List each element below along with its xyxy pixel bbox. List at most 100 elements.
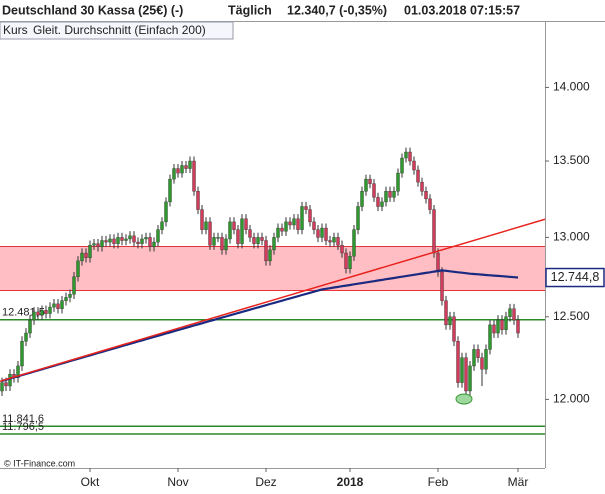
price-tag — [545, 267, 605, 288]
candle-body — [200, 209, 204, 230]
candle-body — [312, 221, 316, 230]
candle-body — [496, 319, 500, 334]
level-label: 11.796,5 — [2, 421, 44, 433]
candle-body — [160, 221, 164, 230]
candle-body — [60, 300, 64, 309]
candle-body — [484, 349, 488, 370]
candle-body — [116, 237, 120, 244]
x-tick-label: Nov — [167, 475, 188, 489]
candle-body — [416, 169, 420, 183]
legend-box — [0, 21, 234, 40]
candle-body — [316, 229, 320, 238]
candle-body — [24, 332, 28, 342]
candle-body — [228, 221, 232, 240]
candle-body — [96, 243, 100, 247]
candle-body — [504, 316, 508, 330]
x-tick-label: Okt — [81, 475, 100, 489]
candle-body — [388, 191, 392, 198]
candle-body — [356, 206, 360, 230]
candle-body — [4, 382, 8, 387]
low-marker — [455, 393, 473, 405]
candle-body — [368, 178, 372, 184]
candle-body — [304, 206, 308, 210]
candle-body — [80, 252, 84, 262]
candle-body — [268, 249, 272, 262]
candle-body — [332, 237, 336, 243]
candle-body — [516, 319, 520, 334]
candle-body — [172, 168, 176, 180]
candle-body — [468, 365, 472, 392]
candle-body — [132, 235, 136, 243]
candle-body — [472, 349, 476, 367]
candle-body — [464, 357, 468, 392]
candle-body — [396, 172, 400, 192]
candle-body — [240, 218, 244, 244]
candle-body — [380, 201, 384, 207]
candle-body — [32, 311, 36, 321]
candle-body — [384, 191, 388, 203]
candle-body — [328, 240, 332, 243]
candle-body — [436, 252, 440, 273]
candle-body — [48, 306, 52, 314]
header-time: 01.03.2018 07:15:57 — [404, 3, 520, 17]
candle-body — [16, 365, 20, 378]
candle-body — [440, 271, 444, 301]
trendline — [0, 218, 546, 382]
candle-body — [28, 319, 32, 334]
x-tick-label: 2018 — [337, 475, 364, 489]
candle-body — [308, 209, 312, 223]
candle-body — [456, 341, 460, 383]
candle-body — [64, 297, 68, 301]
candle-body — [152, 241, 156, 247]
candle-body — [108, 238, 112, 243]
y-tick-label: 14.000 — [553, 80, 590, 94]
candle-body — [84, 252, 88, 258]
candle-body — [124, 238, 128, 241]
candle-body — [360, 191, 364, 207]
candle-body — [244, 218, 248, 230]
candle-body — [0, 382, 4, 392]
candle-body — [292, 218, 296, 226]
candle-body — [8, 374, 12, 387]
candle-body — [336, 237, 340, 246]
candle-body — [320, 227, 324, 238]
candle-body — [248, 229, 252, 238]
candle-body — [180, 165, 184, 174]
candle-body — [148, 237, 152, 247]
candle-body — [232, 221, 236, 230]
candle-body — [492, 324, 496, 334]
candle-body — [500, 319, 504, 330]
candle-body — [252, 237, 256, 244]
candle-body — [460, 357, 464, 383]
candle-body — [52, 303, 56, 308]
candle-body — [276, 227, 280, 238]
candle-body — [272, 237, 276, 251]
candle-body — [224, 238, 228, 251]
candle-body — [412, 160, 416, 171]
price-tag-label: 12.744,8 — [551, 270, 600, 284]
candle-body — [444, 300, 448, 326]
candle-body — [452, 316, 456, 342]
candle-body — [300, 206, 304, 230]
source: © IT-Finance.com — [4, 458, 75, 468]
candle-body — [344, 252, 348, 269]
candle-body — [404, 151, 408, 159]
candle-body — [20, 341, 24, 367]
candle-body — [280, 227, 284, 232]
candle-body — [448, 316, 452, 326]
candle-body — [100, 240, 104, 247]
header-period: Täglich — [228, 3, 272, 17]
candle-body — [288, 221, 292, 226]
candle-body — [72, 276, 76, 295]
x-tick-label: Feb — [428, 475, 449, 489]
candle-body — [340, 245, 344, 254]
legend-entry: Gleit. Durchschnitt (Einfach 200) — [33, 23, 206, 37]
candle-body — [264, 240, 268, 262]
candle-body — [296, 218, 300, 230]
candle-body — [476, 349, 480, 358]
chart-title: Deutschland 30 Kassa (25€) (-) — [2, 3, 183, 17]
candle-body — [488, 324, 492, 350]
candle-body — [68, 294, 72, 298]
